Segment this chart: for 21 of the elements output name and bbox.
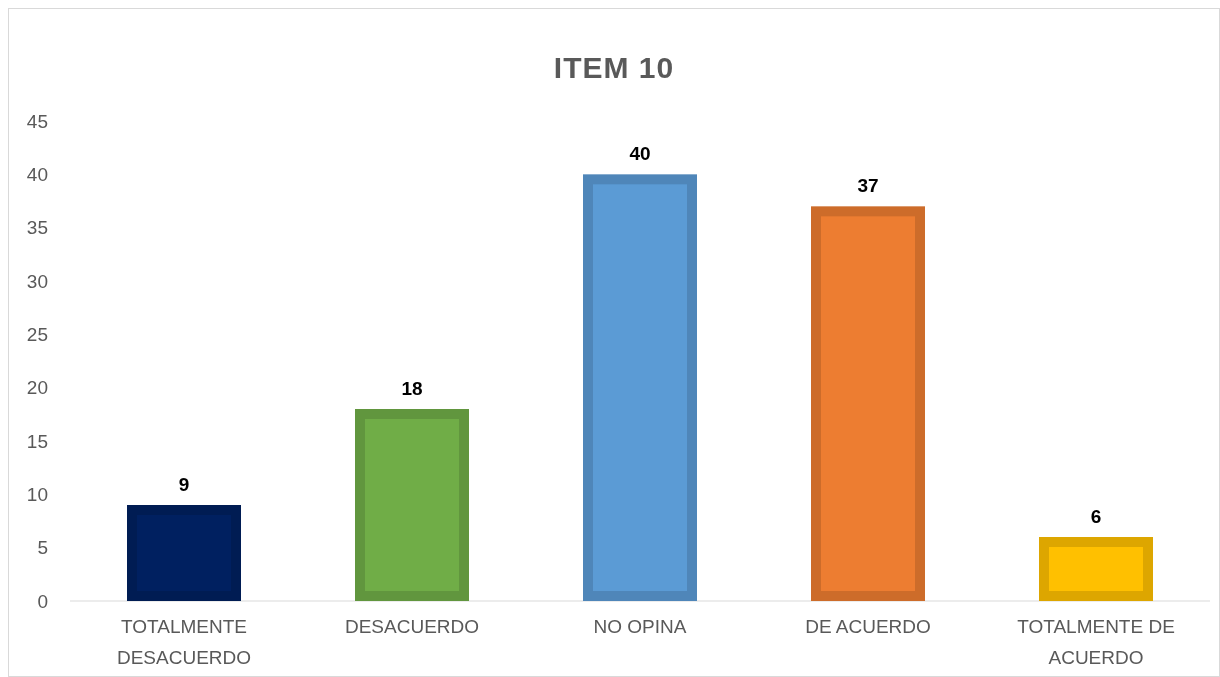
y-tick-label: 15: [26, 430, 48, 452]
x-tick-label: DE ACUERDO: [805, 616, 931, 637]
x-tick-label: DESACUERDO: [344, 616, 480, 637]
data-label: 6: [1090, 506, 1102, 527]
y-tick-label: 40: [26, 163, 48, 185]
x-tick-label: TOTALMENTE DESACUERDO: [116, 616, 252, 668]
data-label: 40: [629, 143, 651, 165]
y-tick-label: 35: [26, 217, 48, 239]
y-tick-label: 10: [26, 483, 48, 505]
y-tick-label: 0: [37, 590, 48, 612]
y-tick-label: 20: [26, 377, 48, 399]
y-tick-label: 45: [26, 110, 48, 132]
data-label: 37: [857, 175, 879, 197]
x-tick-label: NO OPINA: [593, 616, 687, 637]
data-label: 9: [178, 474, 190, 495]
y-tick-label: 5: [37, 537, 48, 559]
y-tick-label: 30: [26, 270, 48, 292]
x-tick-label: TOTALMENTE DE ACUERDO: [1017, 616, 1175, 668]
y-tick-label: 25: [26, 323, 48, 345]
data-label: 18: [401, 378, 423, 399]
chart-title: ITEM 10: [553, 51, 675, 84]
